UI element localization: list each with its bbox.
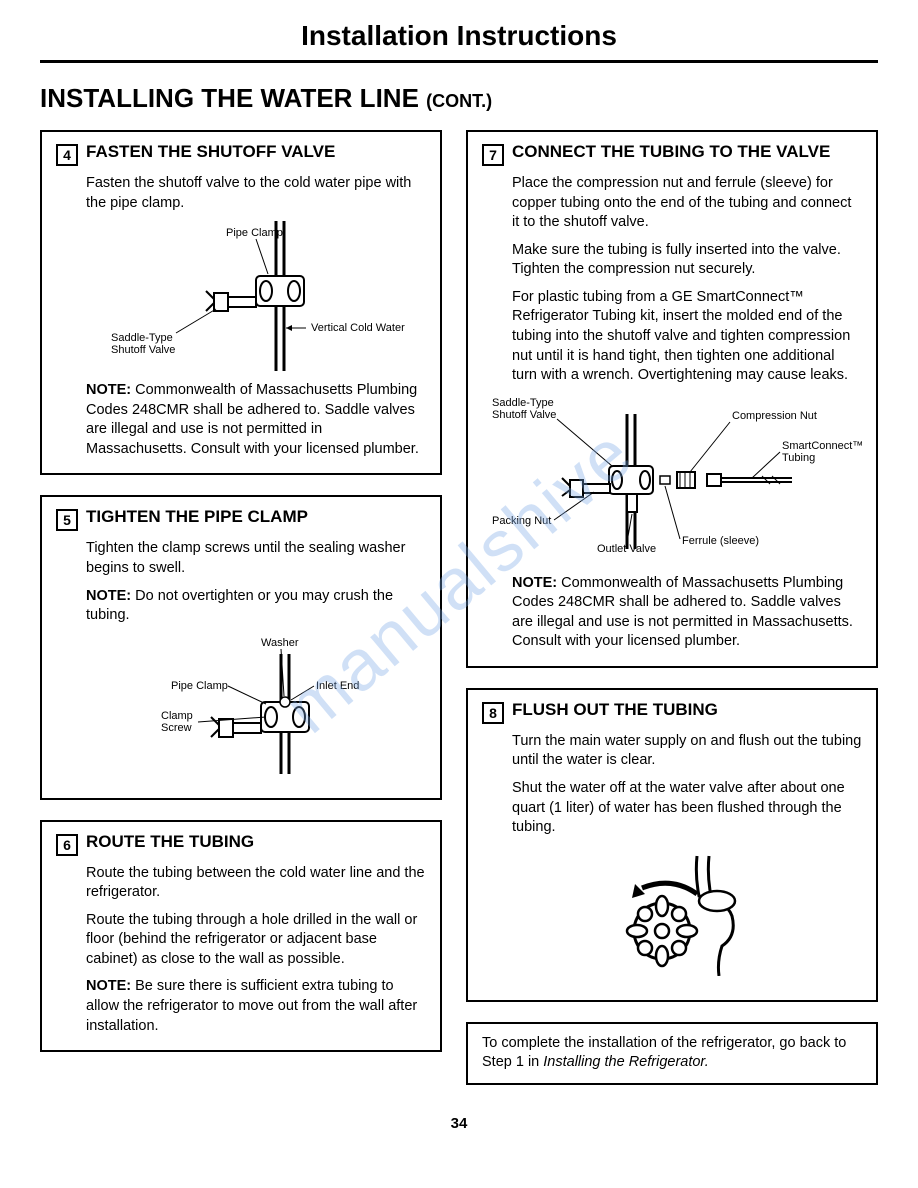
section-title: INSTALLING THE WATER LINE (CONT.) <box>40 83 878 114</box>
step-4-number: 4 <box>56 144 78 166</box>
label-clamp-1: Clamp <box>161 710 193 722</box>
step-7-body-2: NOTE: Commonwealth of Massachusetts Plum… <box>482 574 862 652</box>
step-4-p1: Fasten the shutoff valve to the cold wat… <box>86 174 426 213</box>
step-5-note: NOTE: Do not overtighten or you may crus… <box>86 587 426 626</box>
step-7-note: NOTE: Commonwealth of Massachusetts Plum… <box>512 574 862 652</box>
step-7-p2: Make sure the tubing is fully inserted i… <box>512 241 862 280</box>
step-4-diagram: Pipe Clamp Saddle-Type Shutoff Valve Ver… <box>106 221 406 371</box>
step-8-body: Turn the main water supply on and flush … <box>482 732 862 976</box>
step-8-header: 8 FLUSH OUT THE TUBING <box>482 700 862 724</box>
step-5-diagram: Washer Pipe Clamp Inlet End Clamp Screw <box>116 634 396 774</box>
step-7-body: Place the compression nut and ferrule (s… <box>482 174 862 386</box>
final-box: To complete the installation of the refr… <box>466 1022 878 1085</box>
step-7-diagram: Saddle-Type Shutoff Valve Compression Nu… <box>482 394 862 564</box>
step-5-number: 5 <box>56 509 78 531</box>
step-6-box: 6 ROUTE THE TUBING Route the tubing betw… <box>40 820 442 1053</box>
step-6-note: NOTE: Be sure there is sufficient extra … <box>86 977 426 1036</box>
label-pipe-clamp: Pipe Clamp <box>226 227 283 239</box>
label-vertical: Vertical Cold Water Pipe <box>311 322 406 334</box>
label-saddle-1: Saddle-Type <box>111 332 173 344</box>
step-4-box: 4 FASTEN THE SHUTOFF VALVE Fasten the sh… <box>40 130 442 475</box>
step-7-number: 7 <box>482 144 504 166</box>
step-7-p3: For plastic tubing from a GE SmartConnec… <box>512 288 862 386</box>
step-8-diagram <box>587 846 787 976</box>
step-8-number: 8 <box>482 702 504 724</box>
final-text-italic: Installing the Refrigerator. <box>543 1054 709 1070</box>
step-8-box: 8 FLUSH OUT THE TUBING Turn the main wat… <box>466 688 878 1002</box>
step-4-body: Fasten the shutoff valve to the cold wat… <box>56 174 426 459</box>
step-5-p1: Tighten the clamp screws until the seali… <box>86 539 426 578</box>
columns: 4 FASTEN THE SHUTOFF VALVE Fasten the sh… <box>40 130 878 1085</box>
step-7-header: 7 CONNECT THE TUBING TO THE VALVE <box>482 142 862 166</box>
step-4-header: 4 FASTEN THE SHUTOFF VALVE <box>56 142 426 166</box>
page-header: Installation Instructions <box>40 20 878 63</box>
step-8-p2: Shut the water off at the water valve af… <box>512 779 862 838</box>
label-compression: Compression Nut <box>732 410 817 422</box>
note-label-7: NOTE: <box>512 575 557 591</box>
note-label-6: NOTE: <box>86 978 131 994</box>
label-washer: Washer <box>261 637 299 649</box>
label-smart-1: SmartConnect™ <box>782 440 862 452</box>
step-6-header: 6 ROUTE THE TUBING <box>56 832 426 856</box>
label-smart-2: Tubing <box>782 452 815 464</box>
step-4-title: FASTEN THE SHUTOFF VALVE <box>86 142 335 162</box>
label-pipe-clamp-5: Pipe Clamp <box>171 680 228 692</box>
step-4-note: NOTE: Commonwealth of Massachusetts Plum… <box>86 381 426 459</box>
left-column: 4 FASTEN THE SHUTOFF VALVE Fasten the sh… <box>40 130 442 1085</box>
step-6-p1: Route the tubing between the cold water … <box>86 864 426 903</box>
label-inlet: Inlet End <box>316 680 359 692</box>
page-number: 34 <box>40 1115 878 1132</box>
section-title-text: INSTALLING THE WATER LINE <box>40 83 419 113</box>
step-4-note-text: Commonwealth of Massachusetts Plumbing C… <box>86 382 419 457</box>
label-saddle-2: Shutoff Valve <box>111 344 175 356</box>
label-clamp-2: Screw <box>161 722 192 734</box>
step-7-box: 7 CONNECT THE TUBING TO THE VALVE Place … <box>466 130 878 668</box>
step-5-header: 5 TIGHTEN THE PIPE CLAMP <box>56 507 426 531</box>
right-column: 7 CONNECT THE TUBING TO THE VALVE Place … <box>466 130 878 1085</box>
step-7-title: CONNECT THE TUBING TO THE VALVE <box>512 142 830 162</box>
step-5-title: TIGHTEN THE PIPE CLAMP <box>86 507 308 527</box>
step-6-body: Route the tubing between the cold water … <box>56 864 426 1037</box>
note-label-5: NOTE: <box>86 588 131 604</box>
label-saddle-7b: Shutoff Valve <box>492 409 556 421</box>
step-6-p2: Route the tubing through a hole drilled … <box>86 911 426 970</box>
step-5-note-text: Do not overtighten or you may crush the … <box>86 588 393 624</box>
label-outlet: Outlet Valve <box>597 543 656 555</box>
step-6-title: ROUTE THE TUBING <box>86 832 254 852</box>
label-ferrule: Ferrule (sleeve) <box>682 535 759 547</box>
label-saddle-7a: Saddle-Type <box>492 397 554 409</box>
step-8-p1: Turn the main water supply on and flush … <box>512 732 862 771</box>
step-8-title: FLUSH OUT THE TUBING <box>512 700 718 720</box>
section-title-cont: (CONT.) <box>426 91 492 111</box>
step-5-box: 5 TIGHTEN THE PIPE CLAMP Tighten the cla… <box>40 495 442 799</box>
step-6-note-text: Be sure there is sufficient extra tubing… <box>86 978 417 1033</box>
step-5-body: Tighten the clamp screws until the seali… <box>56 539 426 773</box>
step-7-note-text: Commonwealth of Massachusetts Plumbing C… <box>512 575 853 650</box>
note-label: NOTE: <box>86 382 131 398</box>
step-7-p1: Place the compression nut and ferrule (s… <box>512 174 862 233</box>
step-6-number: 6 <box>56 834 78 856</box>
label-packing: Packing Nut <box>492 515 551 527</box>
